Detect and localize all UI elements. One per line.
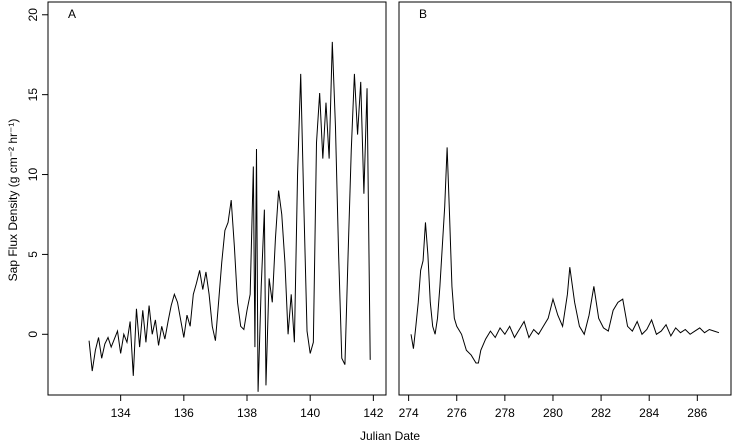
x-tick-label: 278 xyxy=(495,406,515,420)
x-tick-label: 134 xyxy=(111,406,131,420)
panel-label: B xyxy=(419,7,427,21)
x-tick-label: 276 xyxy=(447,406,467,420)
x-tick-label: 282 xyxy=(591,406,611,420)
y-tick-label: 0 xyxy=(26,331,40,338)
y-axis-label: Sap Flux Density (g cm⁻² hr⁻¹) xyxy=(6,119,20,282)
x-tick-label: 274 xyxy=(399,406,419,420)
panel-frame xyxy=(47,1,387,396)
data-line xyxy=(88,41,371,392)
x-tick-label: 280 xyxy=(543,406,563,420)
x-tick-label: 138 xyxy=(237,406,257,420)
x-axis-label: Julian Date xyxy=(360,429,420,442)
y-tick-label: 15 xyxy=(26,88,40,102)
x-tick-label: 286 xyxy=(687,406,707,420)
data-line xyxy=(410,147,720,364)
x-tick-label: 140 xyxy=(300,406,320,420)
y-tick-label: 20 xyxy=(26,8,40,22)
y-tick-label: 5 xyxy=(26,251,40,258)
x-tick-label: 136 xyxy=(174,406,194,420)
y-tick-label: 10 xyxy=(26,168,40,182)
panel-frame xyxy=(398,1,732,396)
x-tick-label: 142 xyxy=(363,406,383,420)
x-tick-label: 284 xyxy=(639,406,659,420)
panel-label: A xyxy=(68,7,76,21)
